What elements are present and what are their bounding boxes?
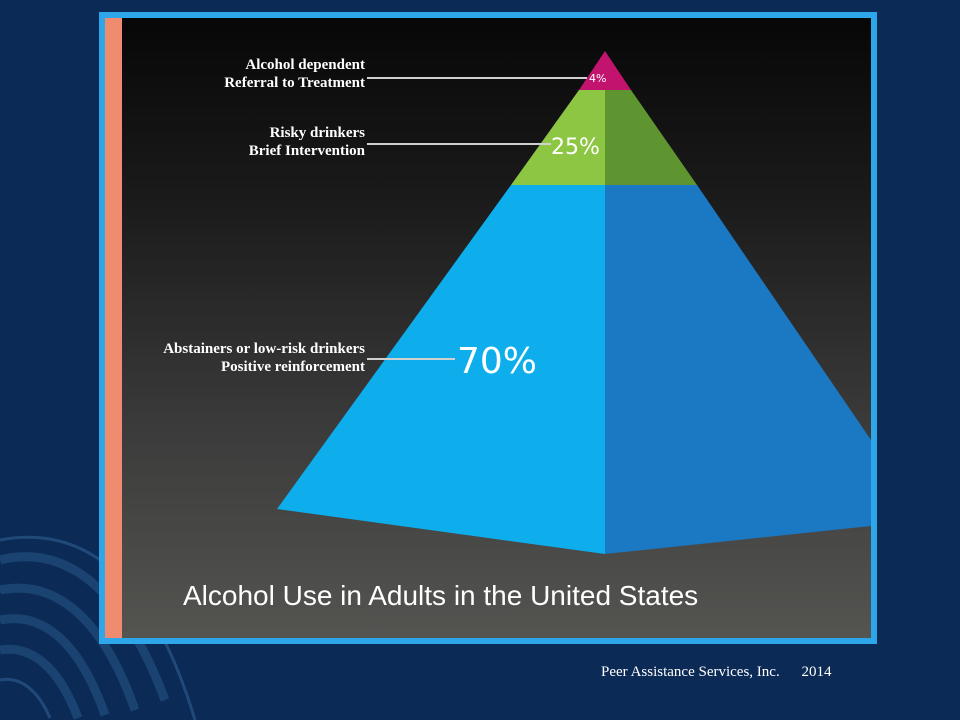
pyramid-tier-base-right bbox=[605, 185, 871, 554]
tier-label-middle-line1: Risky drinkers bbox=[269, 125, 365, 141]
tier-label-middle: Risky drinkers Brief Intervention bbox=[249, 124, 365, 160]
pyramid-tier-middle-left bbox=[511, 90, 605, 185]
footer-year: 2014 bbox=[801, 664, 832, 680]
tier-label-base: Abstainers or low-risk drinkers Positive… bbox=[163, 340, 365, 376]
tier-label-top: Alcohol dependent Referral to Treatment bbox=[224, 56, 365, 92]
tier-label-middle-line2: Brief Intervention bbox=[248, 143, 365, 159]
footer-organization: Peer Assistance Services, Inc. bbox=[601, 664, 780, 680]
pyramid-tier-top bbox=[579, 51, 631, 90]
diagram-caption: Alcohol Use in Adults in the United Stat… bbox=[183, 580, 699, 611]
tier-percent-base: 70% bbox=[457, 341, 537, 382]
pyramid-diagram: 4% 25% 70% bbox=[277, 51, 871, 554]
tier-label-top-line2: Referral to Treatment bbox=[224, 75, 365, 91]
footer: Peer Assistance Services, Inc. 2014 bbox=[601, 664, 831, 681]
tier-label-base-line2: Positive reinforcement bbox=[221, 359, 365, 375]
diagram-frame: 4% 25% 70% Alcohol dependent Referral to… bbox=[99, 12, 877, 644]
pyramid-tier-middle-right bbox=[605, 90, 697, 185]
tier-percent-top: 4% bbox=[589, 72, 606, 85]
accent-bar bbox=[105, 18, 122, 638]
pyramid-tier-base-left bbox=[277, 185, 605, 554]
tier-label-base-line1: Abstainers or low-risk drinkers bbox=[163, 341, 365, 357]
tier-percent-middle: 25% bbox=[551, 135, 600, 160]
tier-label-top-line1: Alcohol dependent bbox=[245, 57, 365, 73]
